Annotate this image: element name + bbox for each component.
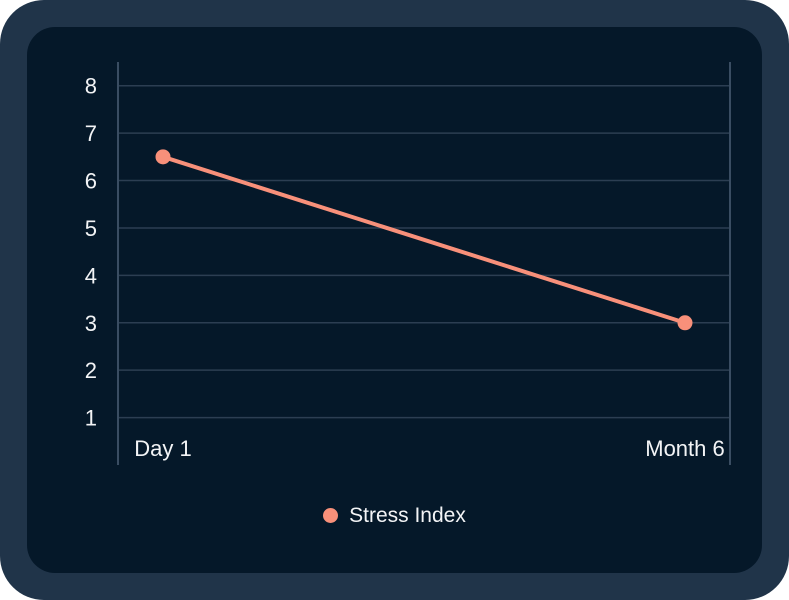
- x-tick-label: Month 6: [645, 436, 725, 461]
- legend-label: Stress Index: [349, 504, 466, 527]
- y-tick-label: 6: [85, 169, 97, 194]
- data-point: [155, 149, 171, 165]
- y-tick-label: 4: [85, 263, 97, 288]
- y-tick-label: 5: [85, 216, 97, 241]
- y-tick-label: 7: [85, 121, 97, 146]
- series-line: [161, 154, 687, 325]
- y-tick-label: 2: [85, 358, 97, 383]
- y-tick-label: 1: [85, 406, 97, 431]
- data-point: [677, 315, 693, 331]
- x-tick-label: Day 1: [134, 436, 191, 461]
- legend-marker-icon: [323, 508, 339, 523]
- y-tick-label: 3: [85, 311, 97, 336]
- chart-legend: Stress Index: [0, 503, 789, 528]
- y-tick-label: 8: [85, 74, 97, 99]
- chart-card: [27, 27, 762, 573]
